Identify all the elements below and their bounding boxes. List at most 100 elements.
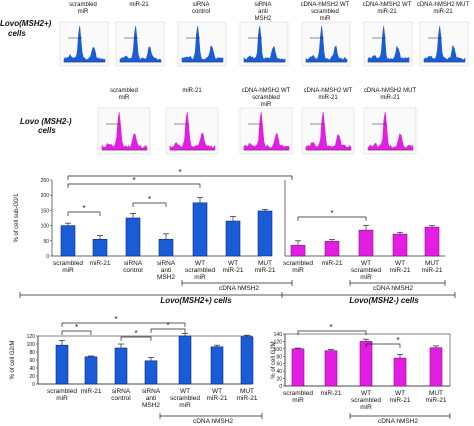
hist-top-label-3-2: MSH2 xyxy=(255,16,272,22)
chart-2-cat-2-1: control xyxy=(111,395,131,402)
chart-3-cat-3-1: miR-21 xyxy=(390,397,411,404)
sig-bracket-6 xyxy=(61,322,186,327)
sig-bracket-10-star: * xyxy=(329,323,332,332)
chart-0-cat-6-0: MUT xyxy=(258,260,272,267)
chart-0-tick-label: 150 xyxy=(41,208,50,214)
histogram-top-5-trace xyxy=(367,25,410,63)
chart-2-cat-1-0: miR-21 xyxy=(81,388,102,395)
chart-3-cat-1-0: miR-21 xyxy=(321,390,342,397)
chart-0-bar-0 xyxy=(60,225,76,257)
cdna-band-label-2: cDNA hMSH2 xyxy=(373,285,413,292)
histogram-mid-1 xyxy=(165,107,219,155)
chart-1-bar-3 xyxy=(392,233,408,257)
chart-3-bar-2 xyxy=(359,341,373,387)
chart-3-tick-label: 0 xyxy=(279,384,282,390)
chart-0-cat-2-0: siRNA xyxy=(124,260,143,267)
chart-2-bar-6 xyxy=(240,336,254,385)
chart-0-bar-5 xyxy=(225,220,241,257)
histogram-mid-1-trace xyxy=(169,111,216,151)
chart-2-bar-5 xyxy=(210,346,224,385)
chart-1-cat-3-1: miR-21 xyxy=(390,267,411,274)
chart-0-cat-4-0: WT xyxy=(195,260,205,267)
histogram-mid-3 xyxy=(301,107,355,155)
hist-top-label-6-1: miR-21 xyxy=(433,9,453,15)
chart-2-bar-1 xyxy=(84,356,98,385)
hist-top-label-6-0: cDNA-hMSH2 MUT xyxy=(417,2,470,8)
row-label-lovo-neg-sub: cells xyxy=(38,126,56,135)
chart-0-tick-label: 50 xyxy=(43,239,49,245)
chart-3-cat-0-0: scrambled xyxy=(283,390,313,397)
chart-0-cat-3-2: MSH2 xyxy=(157,274,175,281)
histogram-top-0-trace xyxy=(63,25,106,63)
hist-mid-label-2-1: scrambled xyxy=(252,95,280,101)
histogram-top-5 xyxy=(363,21,413,67)
hist-top-label-2-1: control xyxy=(192,9,210,15)
chart-3-bar-3 xyxy=(393,357,407,387)
chart-3-cat-2-1: scrambled xyxy=(351,397,381,404)
chart-2-cat-5-0: WT xyxy=(212,388,222,395)
chart-2-cat-4-0: WT xyxy=(180,388,190,395)
sig-bracket-6-star: * xyxy=(114,315,117,324)
histogram-mid-2-trace xyxy=(243,111,290,151)
chart-2-cat-6-0: MUT xyxy=(240,388,254,395)
chart-3-cat-2-2: miR xyxy=(360,404,372,411)
histogram-top-4-trace xyxy=(305,25,348,63)
chart-2-tick-label: 40 xyxy=(29,366,35,372)
chart-2-ylabel: % of cell G2/M xyxy=(10,340,16,379)
hist-mid-label-3-1: miR-21 xyxy=(318,95,338,101)
chart-3-tick-label: 100 xyxy=(274,347,283,353)
chart-3-tick-label: 20 xyxy=(276,377,282,383)
histogram-mid-4-trace xyxy=(367,111,414,151)
histogram-top-3 xyxy=(239,21,289,67)
histogram-top-1-trace xyxy=(119,25,162,63)
histogram-mid-3-trace xyxy=(305,111,352,151)
chart-0-bar-1 xyxy=(92,238,108,257)
histogram-top-4 xyxy=(301,21,351,67)
hist-top-label-3-0: siRNA xyxy=(254,2,271,8)
chart-0-cat-1-0: miR-21 xyxy=(90,260,111,267)
histogram-mid-0 xyxy=(97,107,151,155)
chart-3-bar-0 xyxy=(291,348,305,387)
chart-2-tick-label: 120 xyxy=(27,334,36,340)
chart-1-bar-2 xyxy=(358,229,374,257)
chart-0-cat-5-0: WT xyxy=(228,260,238,267)
chart-3-cat-4-1: miR-21 xyxy=(426,397,447,404)
sig-bracket-9-star: * xyxy=(166,321,169,330)
chart-1-cat-2-1: scrambled xyxy=(351,267,381,274)
cdna-band-label-1: cDNA hMSH2 xyxy=(219,285,259,292)
histogram-top-6 xyxy=(419,21,469,67)
hist-mid-label-4-0: cDNA-hMSH2 MUT xyxy=(364,88,417,94)
chart-0-cat-5-1: miR-21 xyxy=(223,267,244,274)
hist-mid-label-0-1: miR xyxy=(119,95,130,101)
chart-0-bar-6 xyxy=(257,210,273,257)
row-label-lovo-pos: Lovo(MSH2+) xyxy=(0,19,52,28)
chart-2-bar-3 xyxy=(144,360,158,385)
chart-0-bar-2 xyxy=(125,217,141,257)
chart-3-ylabel: % of cell G2M xyxy=(271,341,277,378)
sig-bracket-8-star: * xyxy=(134,329,137,338)
hist-top-label-5-1: miR-21 xyxy=(377,9,397,15)
chart-1-cat-2-2: miR xyxy=(360,274,372,281)
chart-2-tick-label: 100 xyxy=(27,342,36,348)
chart-2-cat-0-0: scrambled xyxy=(47,388,77,395)
chart-0-tick-label: 250 xyxy=(41,178,50,184)
chart-3-cat-0-1: miR xyxy=(292,397,304,404)
chart-1-cat-3-0: WT xyxy=(395,260,405,267)
hist-mid-label-0-0: scrambled xyxy=(110,88,138,94)
chart-3-bar-1 xyxy=(324,350,338,387)
chart-2-bar-0 xyxy=(55,344,69,385)
sig-bracket-7 xyxy=(61,330,92,335)
chart-0-tick-label: 0 xyxy=(46,254,49,260)
hist-mid-label-2-2: miR xyxy=(261,102,272,108)
sig-bracket-5 xyxy=(297,216,367,221)
chart-2-cat-3-0: siRNA xyxy=(142,388,161,395)
chart-1-cat-0-0: scrambled xyxy=(283,260,313,267)
hist-top-label-4-1: scrambled xyxy=(311,9,339,15)
sig-bracket-3 xyxy=(67,211,101,216)
row-label-lovo-pos-sub: cells xyxy=(8,29,26,38)
histogram-top-6-trace xyxy=(423,25,466,63)
chart-2-bar-2 xyxy=(114,347,128,385)
chart-0-cat-4-1: scrambled xyxy=(185,267,215,274)
